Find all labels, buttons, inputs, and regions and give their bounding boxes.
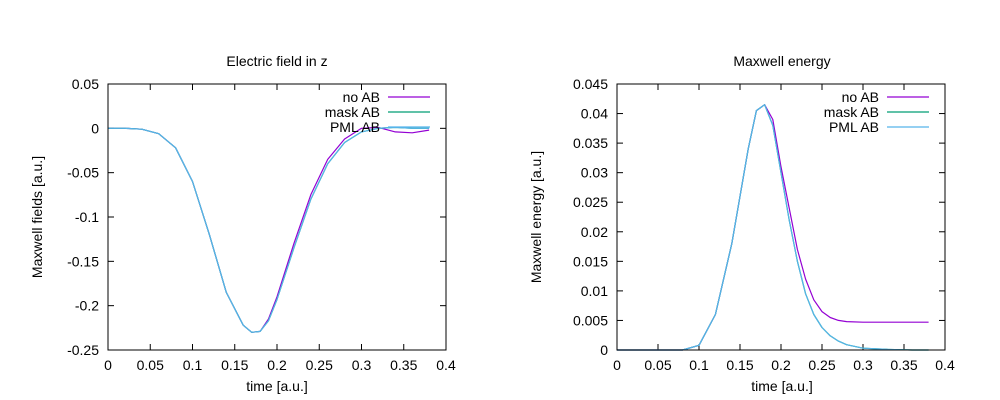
y-tick-label: 0.04 — [581, 106, 608, 122]
x-tick-label: 0.15 — [726, 357, 753, 373]
x-tick-label: 0.25 — [306, 357, 333, 373]
chart-title: Maxwell energy — [733, 53, 830, 69]
x-axis-label: time [a.u.] — [246, 378, 307, 394]
series-line-pml-ab — [617, 104, 929, 351]
x-tick-label: 0.3 — [853, 357, 873, 373]
y-tick-label: 0.025 — [573, 194, 608, 210]
y-tick-label: 0.02 — [581, 224, 608, 240]
y-axis-label: Maxwell energy [a.u.] — [528, 151, 544, 283]
x-tick-label: 0.15 — [221, 357, 248, 373]
y-axis-label: Maxwell fields [a.u.] — [29, 156, 45, 278]
x-tick-label: 0.4 — [935, 357, 955, 373]
x-tick-label: 0.2 — [267, 357, 287, 373]
y-tick-label: 0.03 — [581, 165, 608, 181]
y-tick-label: -0.05 — [67, 165, 99, 181]
series-layer — [108, 126, 430, 333]
x-tick-label: 0.05 — [137, 357, 164, 373]
legend-label-mask-ab: mask AB — [325, 104, 380, 120]
series-line-mask-ab — [617, 104, 929, 351]
ticks-layer: 0 0.05 0.1 0.15 0.2 0.25 0.3 0.35 0.4 -0.25 -0.2 -0… — [67, 76, 456, 373]
y-tick-label: 0 — [91, 120, 99, 136]
y-tick-label: 0.05 — [72, 76, 99, 92]
y-tick-label: 0.015 — [573, 253, 608, 269]
plot-frame — [107, 83, 447, 351]
y-tick-label: 0.035 — [573, 135, 608, 151]
legend-label-mask-ab: mask AB — [824, 104, 879, 120]
chart-title: Electric field in z — [226, 53, 327, 69]
x-tick-label: 0.25 — [808, 357, 835, 373]
y-tick-label: -0.15 — [67, 253, 99, 269]
x-axis-label: time [a.u.] — [751, 378, 812, 394]
x-tick-label: 0.05 — [644, 357, 671, 373]
chart-maxwell-energy: Maxwell energy time [a.u.] Maxwell energ… — [528, 53, 955, 394]
y-tick-label: -0.1 — [75, 209, 99, 225]
legend-label-no-ab: no AB — [842, 89, 879, 105]
x-tick-label: 0.3 — [352, 357, 372, 373]
plot-frame — [616, 83, 946, 351]
y-tick-label: 0.01 — [581, 283, 608, 299]
y-tick-label: 0.005 — [573, 312, 608, 328]
x-tick-label: 0.1 — [183, 357, 203, 373]
series-line-mask-ab — [108, 126, 430, 333]
series-layer — [617, 104, 929, 351]
ticks-layer: 0 0.05 0.1 0.15 0.2 0.25 0.3 0.35 0.4 0 0.005 0.01 0… — [573, 76, 955, 373]
y-tick-label: 0.045 — [573, 76, 608, 92]
legend-label-no-ab: no AB — [343, 89, 380, 105]
series-line-pml-ab — [108, 126, 430, 333]
x-tick-label: 0.2 — [771, 357, 791, 373]
y-tick-label: -0.2 — [75, 298, 99, 314]
x-tick-label: 0 — [104, 357, 112, 373]
y-tick-label: -0.25 — [67, 342, 99, 358]
series-line-no-ab — [108, 126, 430, 333]
legend-label-pml-ab: PML AB — [829, 119, 879, 135]
series-line-no-ab — [617, 104, 929, 351]
legend-label-pml-ab: PML AB — [330, 119, 380, 135]
chart-electric-field: Electric field in z time [a.u.] Maxwell … — [29, 53, 456, 394]
x-tick-label: 0.4 — [436, 357, 456, 373]
y-tick-label: 0 — [600, 342, 608, 358]
x-tick-label: 0 — [613, 357, 621, 373]
x-tick-label: 0.35 — [890, 357, 917, 373]
x-tick-label: 0.35 — [390, 357, 417, 373]
x-tick-label: 0.1 — [689, 357, 709, 373]
